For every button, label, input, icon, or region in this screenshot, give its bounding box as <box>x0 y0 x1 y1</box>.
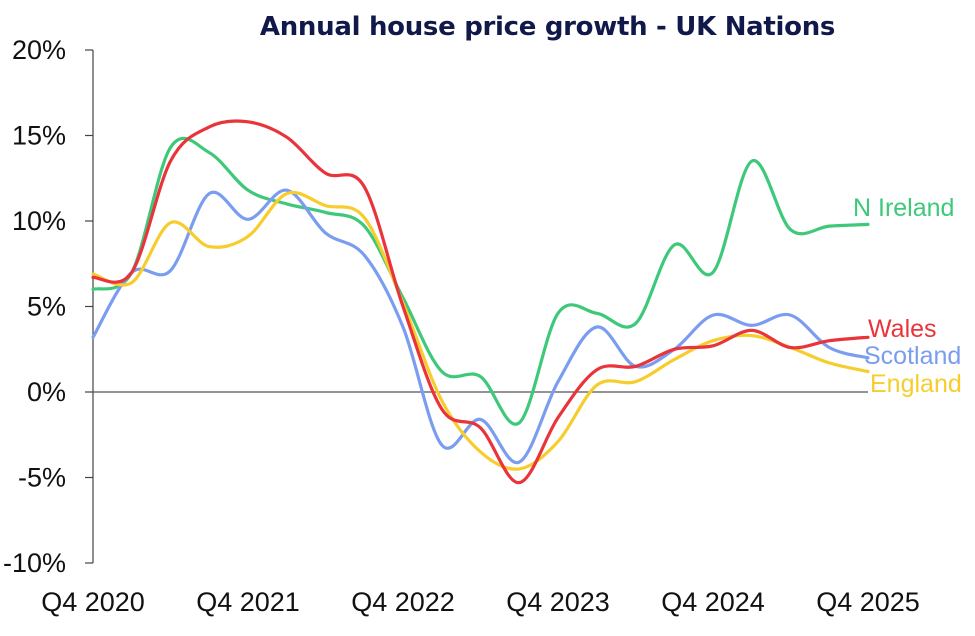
x-tick-label: Q4 2022 <box>351 587 455 617</box>
y-tick-label: 15% <box>12 121 66 151</box>
x-tick-label: Q4 2021 <box>196 587 300 617</box>
series-label-scotland: Scotland <box>864 342 961 370</box>
y-tick-label: -5% <box>18 463 66 493</box>
series-label-england: England <box>870 370 962 398</box>
x-tick-label: Q4 2020 <box>41 587 145 617</box>
series-line-scotland <box>91 188 870 464</box>
y-tick-label: -10% <box>3 548 66 578</box>
series-line-n-ireland <box>91 136 870 426</box>
series-label-n-ireland: N Ireland <box>853 194 954 222</box>
x-tick-label: Q4 2025 <box>816 587 920 617</box>
x-tick-label: Q4 2023 <box>506 587 610 617</box>
y-tick-label: 20% <box>12 35 66 65</box>
series-lines <box>91 119 870 485</box>
x-tick-label: Q4 2024 <box>661 587 765 617</box>
axes: 20% 15% 10% 5% 0% -5% -10% Q4 2020 Q4 2021 Q4 202… <box>3 35 920 617</box>
y-tick-label: 10% <box>12 206 66 236</box>
chart-title: Annual house price growth - UK Nations <box>259 12 836 42</box>
series-label-wales: Wales <box>868 315 937 343</box>
series-line-wales <box>91 119 870 485</box>
y-tick-label: 0% <box>27 377 66 407</box>
y-tick-label: 5% <box>27 292 66 322</box>
